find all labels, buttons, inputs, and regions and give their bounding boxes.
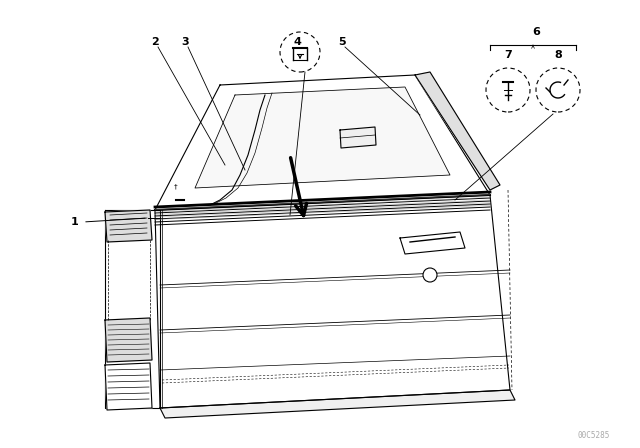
- Polygon shape: [340, 127, 376, 148]
- Text: 3: 3: [181, 37, 189, 47]
- Polygon shape: [400, 232, 465, 254]
- Polygon shape: [195, 87, 450, 188]
- Polygon shape: [415, 72, 500, 190]
- Text: 8: 8: [554, 50, 562, 60]
- Circle shape: [536, 68, 580, 112]
- Text: 6: 6: [532, 27, 540, 37]
- Circle shape: [423, 268, 437, 282]
- Text: 00C5285: 00C5285: [578, 431, 610, 440]
- Polygon shape: [155, 195, 510, 408]
- Text: †: †: [174, 183, 178, 189]
- Text: 4: 4: [293, 37, 301, 47]
- Polygon shape: [105, 210, 152, 242]
- Circle shape: [486, 68, 530, 112]
- Polygon shape: [105, 318, 152, 362]
- Text: 1: 1: [71, 217, 79, 227]
- Text: 2: 2: [151, 37, 159, 47]
- Text: 7: 7: [504, 50, 512, 60]
- Text: 5: 5: [338, 37, 346, 47]
- Polygon shape: [105, 363, 152, 410]
- Polygon shape: [155, 75, 490, 210]
- Polygon shape: [160, 390, 515, 418]
- Circle shape: [280, 32, 320, 72]
- Polygon shape: [105, 210, 160, 408]
